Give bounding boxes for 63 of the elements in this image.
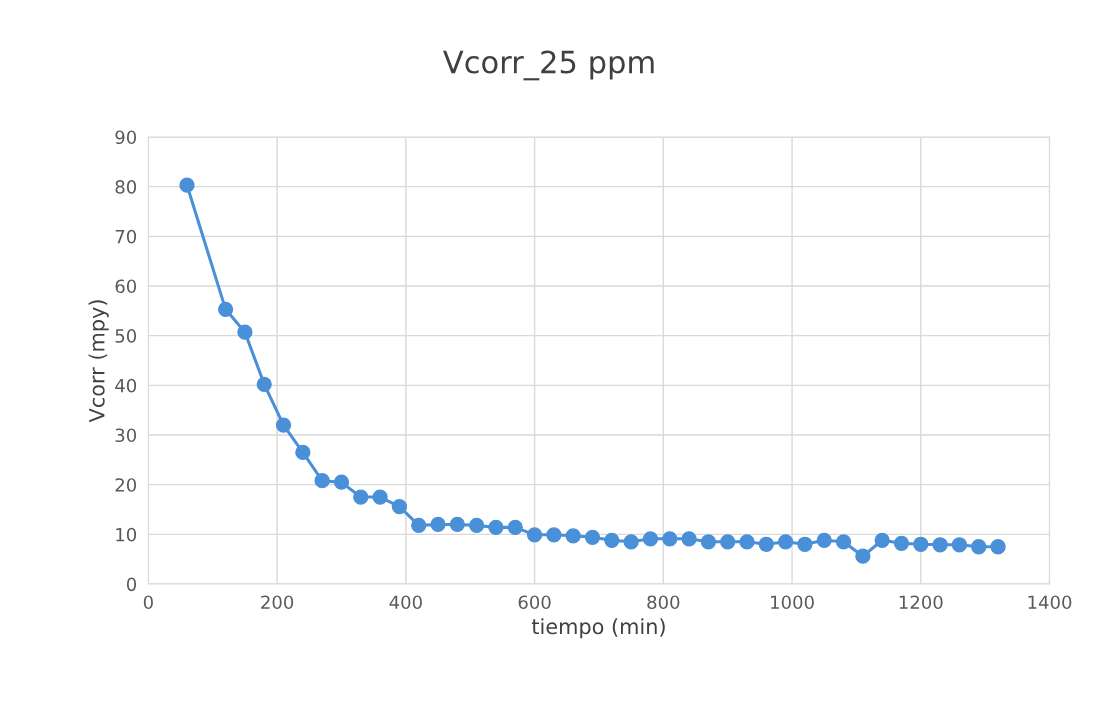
point (700, 534, 717, 550)
x-tick-label: 1400 (1028, 595, 1072, 610)
point (681, 531, 697, 547)
x-tick-label: 800 (647, 595, 680, 610)
point (835, 534, 852, 550)
point (565, 528, 581, 544)
point (874, 532, 890, 548)
point (275, 417, 292, 433)
point (526, 527, 543, 543)
y-tick-label: 30 (115, 428, 137, 443)
point (314, 473, 330, 489)
point (913, 536, 929, 552)
point (411, 517, 427, 534)
point (797, 536, 813, 552)
y-tick-label: 10 (116, 527, 137, 542)
x-tick-label: 0 (143, 595, 153, 610)
y-tick-label: 80 (115, 180, 137, 194)
point (932, 537, 948, 553)
point (217, 301, 234, 317)
y-tick-label: 0 (126, 577, 137, 592)
x-tick-label: 400 (389, 595, 422, 610)
y-tick-label: 50 (115, 329, 137, 343)
point (295, 444, 311, 461)
point (893, 535, 910, 551)
y-tick-label: 70 (115, 229, 137, 244)
point (546, 527, 562, 543)
point (584, 529, 601, 545)
point (951, 537, 968, 553)
y-axis-title: Vcorr (mpy) (88, 300, 109, 423)
chart-title: Vcorr_25 ppm (443, 50, 654, 81)
x-axis-title: tiempo (min) (531, 618, 665, 639)
point (507, 519, 523, 536)
y-tick-label: 60 (115, 279, 137, 294)
point (179, 177, 195, 193)
x-tick-label: 1000 (771, 595, 814, 610)
y-tick-label: 20 (115, 478, 137, 492)
point (333, 474, 350, 490)
point (758, 536, 774, 552)
point (488, 519, 504, 536)
point (777, 534, 794, 550)
point (372, 489, 388, 505)
point (662, 531, 678, 547)
x-tick-label: 1200 (899, 595, 943, 610)
point (990, 539, 1006, 555)
point (449, 516, 465, 533)
point (353, 489, 369, 505)
point (469, 517, 485, 534)
point (816, 532, 832, 548)
point (739, 534, 755, 550)
point (642, 531, 659, 547)
x-tick-label: 600 (518, 595, 551, 610)
y-tick-label: 90 (115, 130, 137, 145)
y-tick-label: 40 (115, 378, 137, 393)
point (256, 376, 272, 392)
point (623, 534, 639, 550)
point (237, 324, 253, 340)
point (855, 548, 871, 564)
x-tick-label: 200 (261, 595, 294, 610)
point (971, 539, 987, 555)
point (604, 532, 620, 548)
point (720, 534, 736, 550)
point (430, 516, 446, 533)
point (391, 498, 408, 515)
